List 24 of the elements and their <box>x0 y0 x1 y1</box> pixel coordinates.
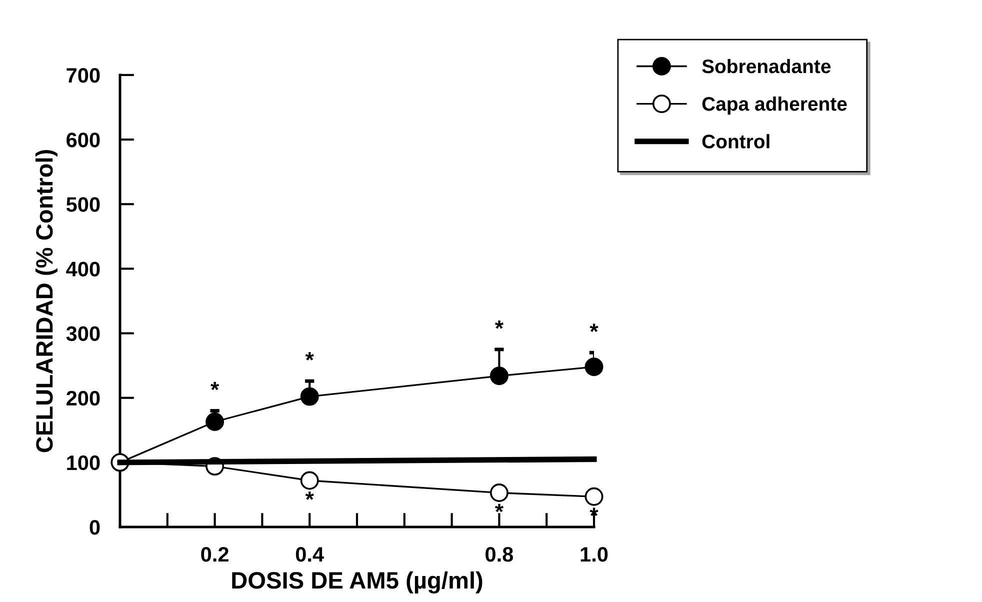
x-tick-label: 0.8 <box>486 546 514 562</box>
annotation: * <box>210 382 220 390</box>
y-tick-label: 300 <box>66 326 100 342</box>
legend-label: Control <box>702 134 770 148</box>
x-axis-title: DOSIS DE AM5 (µg/ml) <box>232 571 482 594</box>
x-tick-label: 0.2 <box>201 546 228 562</box>
y-tick-label: 200 <box>66 390 100 406</box>
legend-label: Capa adherente <box>702 96 847 115</box>
y-tick-label: 600 <box>66 132 100 148</box>
annotation: * <box>590 508 598 516</box>
y-axis-title: CELULARIDAD (% Control) <box>35 150 58 452</box>
annotation: * <box>305 352 314 360</box>
annotation: * <box>305 492 314 500</box>
y-tick-label: 100 <box>67 455 100 470</box>
annotation: * <box>494 504 504 512</box>
y-tick-label: 400 <box>66 262 100 276</box>
annotation: * <box>590 324 598 332</box>
y-tick-label: 700 <box>66 68 100 83</box>
legend-label: Sobrenadante <box>702 58 831 74</box>
y-tick-label: 0 <box>90 520 100 535</box>
x-tick-label: 0.4 <box>296 546 324 562</box>
annotation: * <box>494 320 504 329</box>
x-tick-label: 1.0 <box>580 546 608 562</box>
y-tick-label: 500 <box>66 197 100 212</box>
